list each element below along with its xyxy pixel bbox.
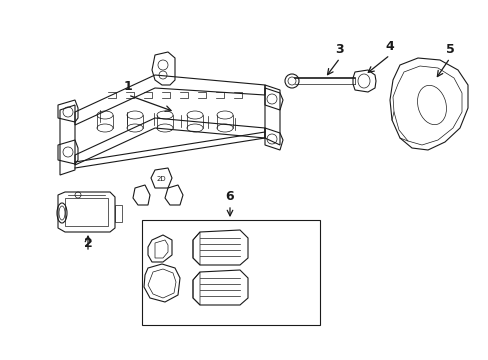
Text: 6: 6: [225, 190, 234, 203]
Text: 4: 4: [385, 40, 393, 53]
Text: 2: 2: [83, 237, 92, 250]
Text: 1: 1: [123, 80, 132, 93]
Text: 5: 5: [445, 43, 453, 56]
Text: 3: 3: [335, 43, 344, 56]
Bar: [142, 220, 319, 325]
Text: 2D: 2D: [156, 176, 165, 182]
